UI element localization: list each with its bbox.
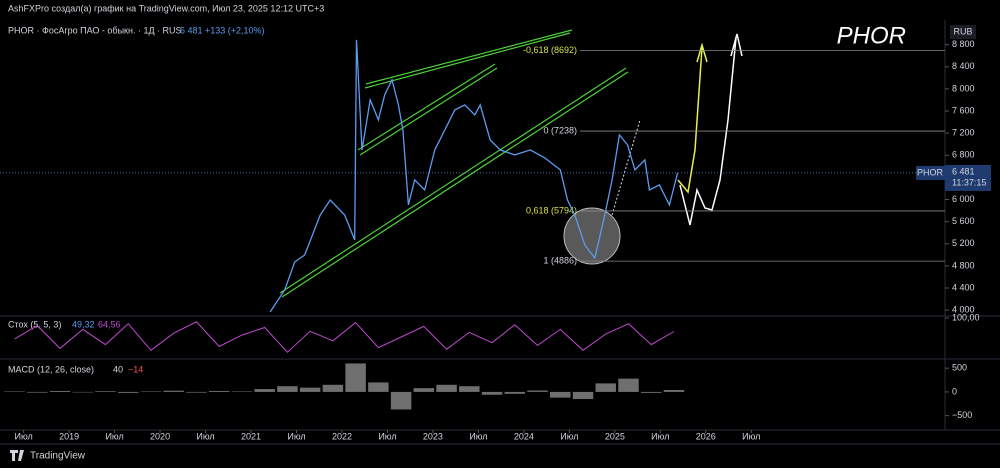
histogram-bar	[345, 363, 366, 392]
x-tick-label: 2022	[332, 431, 352, 441]
x-tick-label: Июл	[287, 431, 305, 441]
title-line: PHOR · ФосАгро ПАО - обыкн. · 1Д · RUS 6…	[8, 25, 265, 35]
x-tick-label: 2020	[150, 431, 170, 441]
y-tick-label: 4 400	[952, 282, 975, 292]
histogram-bar	[481, 391, 503, 395]
projection-white	[679, 33, 743, 226]
x-tick-label: Июл	[15, 431, 33, 441]
y-tick-label: 8 800	[952, 39, 975, 49]
price-tag-name: PHOR	[917, 167, 944, 177]
histogram-bar	[277, 386, 298, 392]
histogram-bar	[459, 386, 480, 392]
price-box	[945, 164, 991, 191]
currency: RUB	[953, 26, 972, 36]
quote: 6 481	[180, 25, 203, 35]
histogram-bar	[390, 391, 412, 410]
fib-label: 1 (4886)	[543, 256, 577, 266]
macd-title: MACD (12, 26, close)	[8, 364, 94, 374]
histogram-bar	[231, 391, 253, 392]
x-tick-label: Июл	[196, 431, 214, 441]
histogram-bar	[140, 391, 162, 392]
macd-reading: −14	[128, 364, 143, 374]
histogram-bar	[322, 384, 344, 392]
price-tag-value: 6 481	[952, 166, 975, 176]
stoch-reading: 64,56	[98, 319, 121, 329]
brand-logo	[10, 450, 24, 461]
histogram-bar	[413, 388, 435, 392]
histogram-bar	[49, 390, 71, 392]
y-tick-label: 4 800	[952, 260, 975, 270]
brand: TradingView	[30, 451, 86, 462]
change: +133 (+2,10%)	[205, 25, 265, 35]
x-tick-label: Июл	[560, 431, 578, 441]
histogram-bar	[504, 391, 526, 394]
fib-label: 0,618 (5794)	[526, 205, 577, 215]
x-tick-label: Июл	[742, 431, 760, 441]
histogram-bar	[550, 391, 571, 398]
y-tick-label: 6 000	[952, 194, 975, 204]
histogram-bar	[572, 391, 594, 400]
histogram-bar	[663, 390, 685, 392]
y-tick-label: 8 000	[952, 83, 975, 93]
histogram-bar	[436, 384, 457, 392]
histogram-bar	[208, 390, 230, 392]
main-title: PHOR · ФосАгро ПАО - обыкн. · 1Д · RUS	[8, 25, 182, 35]
indicator-line	[14, 321, 675, 353]
x-tick-label: 2019	[59, 431, 79, 441]
histogram-bar	[299, 387, 321, 392]
y-tick-label: 100,00	[952, 312, 980, 322]
price-tag	[916, 165, 945, 180]
x-tick-label: 2025	[605, 431, 625, 441]
histogram-bar	[186, 391, 207, 393]
stoch-reading: 49,32	[72, 319, 95, 329]
histogram-bar	[4, 391, 25, 392]
y-tick-label: 7 600	[952, 105, 975, 115]
histogram-bar	[527, 390, 548, 392]
currency-box	[950, 25, 976, 39]
x-tick-label: 2024	[514, 431, 534, 441]
y-tick-label: 0	[952, 386, 957, 396]
x-tick-label: 2023	[423, 431, 443, 441]
y-tick-label: 7 200	[952, 128, 975, 138]
histogram-bar	[254, 389, 275, 392]
y-tick-label: 6 800	[952, 150, 975, 160]
y-tick-label: 5 200	[952, 238, 975, 248]
price-line	[269, 39, 679, 313]
trend-channels	[279, 29, 629, 298]
y-tick-label: 500	[952, 363, 967, 373]
y-tick-label: 8 400	[952, 61, 975, 71]
x-tick-label: Июл	[378, 431, 396, 441]
histogram-bar	[72, 391, 93, 393]
histogram-bar	[95, 391, 116, 392]
projection-yellow	[677, 42, 708, 194]
x-tick-label: 2021	[241, 431, 261, 441]
histogram-bar	[118, 391, 139, 393]
stoch-title: Стох (5, 5, 3)	[8, 319, 61, 329]
x-tick-label: Июл	[105, 431, 123, 441]
histogram-bar	[163, 390, 184, 392]
histogram-bar	[640, 391, 662, 393]
histogram-bar	[368, 382, 389, 392]
x-tick-label: Июл	[469, 431, 487, 441]
caption: AshFXPro создал(а) график на TradingView…	[8, 3, 324, 13]
fib-label: -0,618 (8692)	[523, 45, 577, 55]
histogram-bar	[595, 383, 616, 392]
fib-label: 0 (7238)	[543, 125, 577, 135]
histogram-bar	[618, 378, 639, 392]
x-tick-label: 2026	[696, 431, 716, 441]
y-tick-label: 5 600	[952, 216, 975, 226]
y-tick-label: 4 000	[952, 305, 975, 315]
projection-dotted	[611, 119, 641, 216]
highlight-circle	[563, 207, 621, 265]
macd-reading: 40	[113, 364, 123, 374]
x-tick-label: Июл	[651, 431, 669, 441]
countdown: 11:37:15	[952, 177, 986, 187]
watermark: PHOR	[837, 22, 906, 49]
histogram-bar	[27, 391, 48, 393]
y-tick-label: −500	[952, 410, 972, 420]
